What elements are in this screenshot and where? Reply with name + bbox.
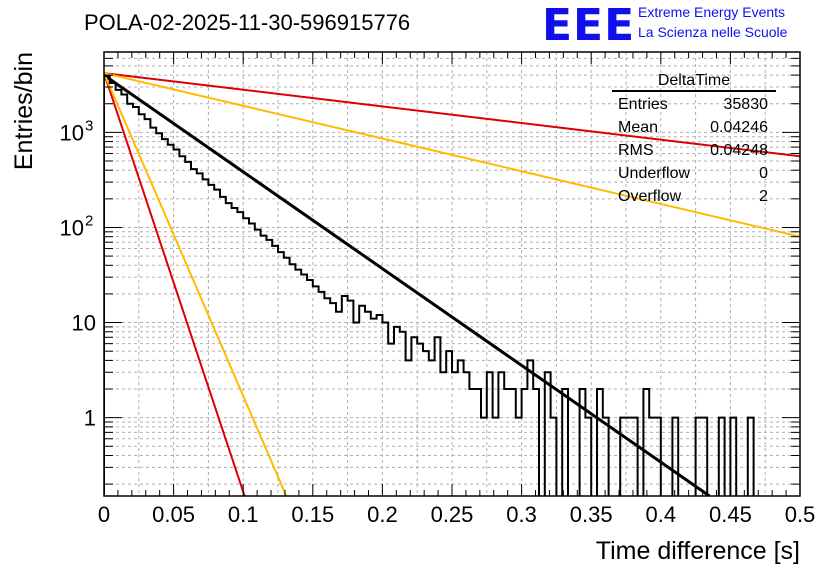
stats-value: 0 bbox=[759, 165, 768, 182]
y-axis-label: Entries/bin bbox=[10, 52, 38, 170]
stats-label: Mean bbox=[618, 119, 659, 136]
y-tick-label: 10 bbox=[60, 120, 84, 145]
stats-value: 35830 bbox=[723, 96, 769, 113]
stats-value: 0.04248 bbox=[710, 142, 768, 159]
x-tick-label: 0.05 bbox=[152, 502, 195, 527]
y-tick-label: 1 bbox=[84, 406, 96, 431]
stats-value: 2 bbox=[759, 188, 768, 205]
plot-title: POLA-02-2025-11-30-596915776 bbox=[84, 10, 411, 35]
stats-label: Overflow bbox=[618, 188, 682, 205]
y-tick-label: 10 bbox=[60, 215, 84, 240]
stats-row: RMS 0.04248 bbox=[612, 139, 780, 162]
curve-red-fast bbox=[104, 72, 246, 496]
stats-label: Underflow bbox=[618, 165, 691, 182]
curve-orange-slow bbox=[104, 72, 800, 238]
histogram-steps bbox=[104, 75, 755, 496]
x-tick-label: 0.45 bbox=[709, 502, 752, 527]
stats-box: DeltaTime Entries 35830 Mean 0.04246 RMS… bbox=[612, 72, 780, 208]
eee-logo: EEE bbox=[542, 0, 636, 51]
x-tick-label: 0.15 bbox=[291, 502, 334, 527]
x-tick-label: 0.2 bbox=[367, 502, 398, 527]
logo-line-1: Extreme Energy Events bbox=[638, 4, 786, 20]
axis-ticks bbox=[103, 51, 801, 496]
x-axis-label: Time difference [s] bbox=[596, 537, 800, 565]
stats-row: Underflow 0 bbox=[612, 162, 780, 185]
x-tick-label: 0 bbox=[98, 502, 110, 527]
stats-label: Entries bbox=[618, 96, 668, 113]
stats-label: RMS bbox=[618, 142, 654, 159]
y-tick-label: 10 bbox=[72, 311, 96, 336]
y-tick-exponent: 3 bbox=[85, 117, 93, 134]
stats-row: Entries 35830 bbox=[612, 93, 780, 116]
curve-red-slow bbox=[104, 72, 800, 158]
x-tick-label: 0.35 bbox=[570, 502, 613, 527]
x-tick-label: 0.3 bbox=[506, 502, 537, 527]
logo-line-2: La Scienza nelle Scuole bbox=[638, 24, 788, 40]
x-tick-label: 0.25 bbox=[431, 502, 474, 527]
x-tick-labels: 0 0.05 0.1 0.15 0.2 0.25 0.3 0.35 0.4 0.45 0.5 bbox=[98, 502, 815, 527]
stats-row: Mean 0.04246 bbox=[612, 116, 780, 139]
stats-row: Overflow 2 bbox=[612, 185, 780, 208]
stats-title: DeltaTime bbox=[612, 72, 776, 92]
plot-frame bbox=[103, 51, 801, 497]
curve-orange-fast bbox=[104, 72, 288, 496]
x-tick-label: 0.4 bbox=[646, 502, 677, 527]
y-tick-exponent: 2 bbox=[85, 212, 93, 229]
stats-value: 0.04246 bbox=[710, 119, 768, 136]
x-tick-label: 0.1 bbox=[228, 502, 259, 527]
x-tick-label: 0.5 bbox=[785, 502, 816, 527]
